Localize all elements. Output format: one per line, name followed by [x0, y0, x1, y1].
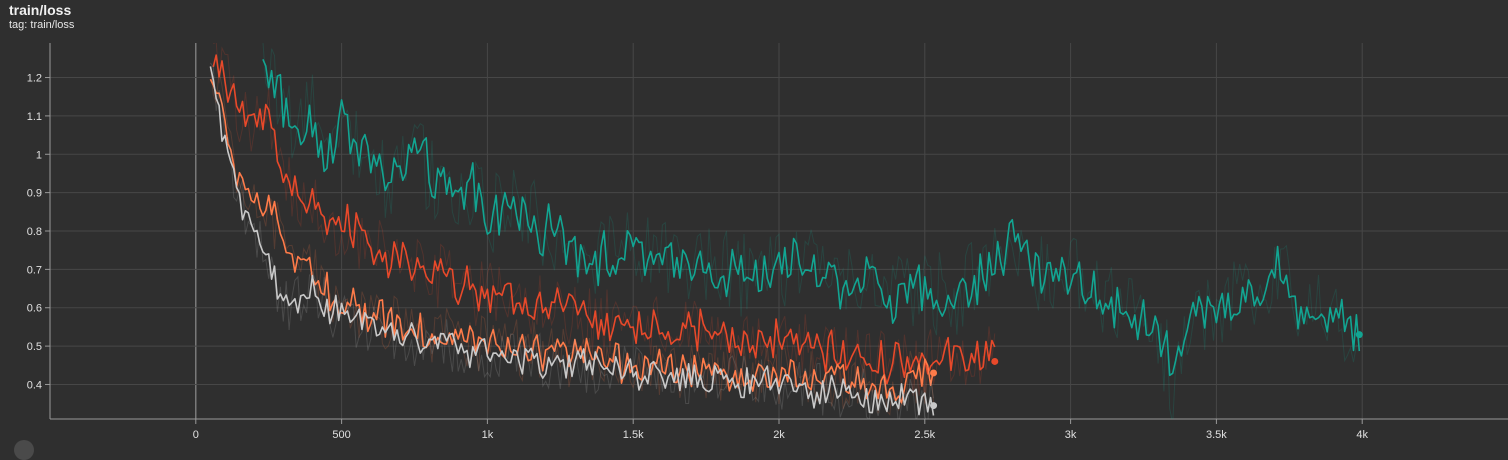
chart-tag: tag: train/loss: [9, 19, 75, 31]
series-end-point: [930, 402, 938, 410]
series-raw-line: [209, 62, 934, 419]
scroll-handle[interactable]: [14, 440, 34, 460]
series-line: [212, 54, 996, 385]
y-tick-label: 0.6: [27, 303, 42, 315]
series-end-point: [930, 369, 938, 377]
loss-chart[interactable]: 0 500 1k 1.5k 2k 2.5k 3k 3.5k 4k 0.4 0.5 0.6 0.7 0.8 0…: [0, 0, 1508, 446]
y-tick-label: 0.5: [27, 341, 42, 353]
series-raw-line: [262, 43, 1360, 419]
series-end-point: [1355, 331, 1363, 339]
x-tick-label: 1k: [482, 429, 494, 441]
x-tick-label: 4k: [1356, 429, 1368, 441]
series-end-point: [991, 357, 999, 365]
x-tick-label: 3k: [1065, 429, 1077, 441]
x-tick-label: 500: [332, 429, 350, 441]
tick-labels: 0 500 1k 1.5k 2k 2.5k 3k 3.5k 4k 0.4 0.5 0.6 0.7 0.8 0…: [27, 73, 1369, 441]
y-tick-label: 0.8: [27, 226, 42, 238]
y-tick-label: 0.4: [27, 379, 42, 391]
series-line: [209, 78, 935, 404]
series-line: [209, 66, 935, 416]
series-group: [209, 43, 1363, 419]
series-line: [262, 58, 1361, 377]
x-tick-label: 0: [193, 429, 199, 441]
x-tick-label: 2k: [773, 429, 785, 441]
y-tick-label: 1.2: [27, 73, 42, 85]
y-tick-label: 1.1: [27, 111, 42, 123]
y-tick-label: 0.7: [27, 264, 42, 276]
x-tick-label: 2.5k: [914, 429, 935, 441]
y-tick-label: 1: [36, 149, 42, 161]
chart-title: train/loss: [9, 2, 72, 18]
x-tick-label: 3.5k: [1206, 429, 1227, 441]
grid: [50, 43, 1508, 419]
x-tick-label: 1.5k: [623, 429, 644, 441]
y-tick-label: 0.9: [27, 188, 42, 200]
axes: [45, 43, 1508, 424]
